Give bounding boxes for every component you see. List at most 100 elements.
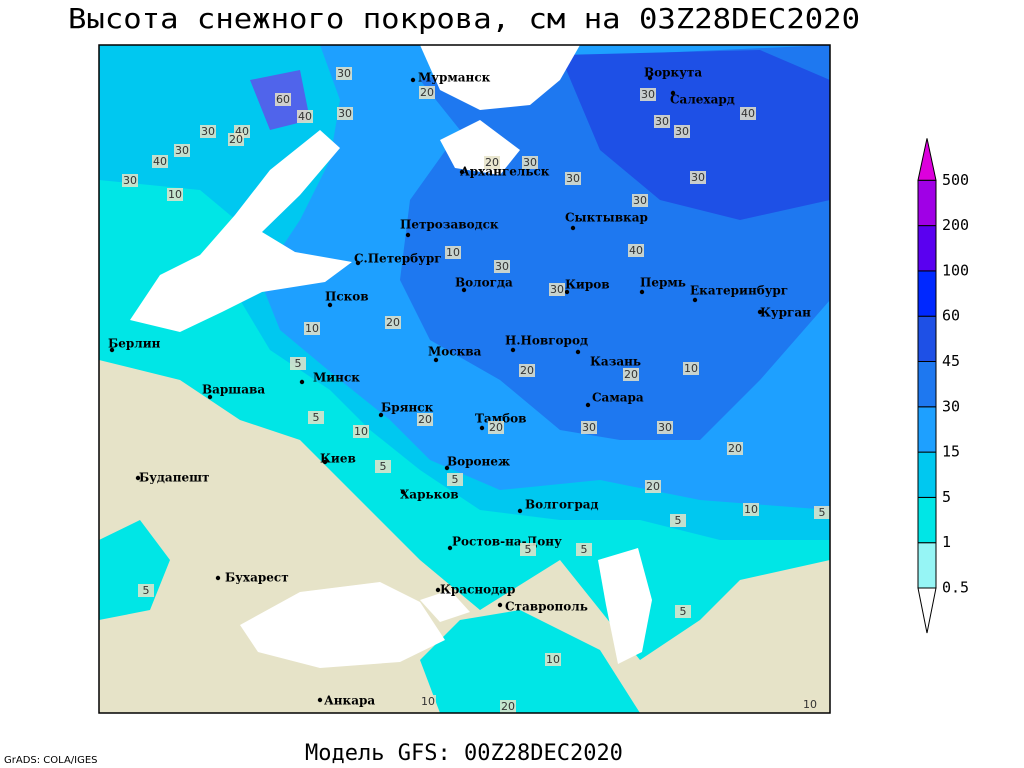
contour-label: 30 [550,283,564,296]
contour-label: 10 [446,246,460,259]
colorbar-band [917,406,937,453]
contour-label: 5 [675,514,682,527]
city-label: Пермь [640,276,686,290]
city-label: Киев [320,452,356,466]
contour-label-box [632,194,648,207]
colorbar-band [917,225,937,272]
contour-label-box [308,411,324,424]
city-dot [109,347,115,353]
contour-label-box [228,133,244,146]
city-dot [405,232,411,238]
city-dot [355,260,361,266]
contour-label: 10 [546,653,560,666]
contour-label: 20 [386,316,400,329]
colorbar-label: 100 [942,261,969,279]
city-dot [459,169,465,175]
black-sea [240,582,445,668]
colorbar-label: 200 [942,216,969,234]
contour-label-box [522,156,538,169]
contour-label: 5 [313,411,320,424]
city-dot [564,289,570,295]
city-label: Сыктывкар [565,211,648,225]
contour-label: 10 [354,425,368,438]
contour-label: 40 [741,107,755,120]
contour-label-box [640,88,656,101]
city-label: Воронеж [447,455,510,469]
contour-label: 30 [658,421,672,434]
contour-label-box [484,156,500,169]
contour-label: 30 [675,125,689,138]
contour-label-box [353,425,369,438]
city-dot [207,394,213,400]
city-dot [410,77,416,83]
colorbar-arrow [917,587,937,634]
contour-label: 20 [501,700,515,713]
contour-label-box [419,86,435,99]
city-label: Будапешт [139,471,209,485]
map-frame [98,44,831,714]
contour-label-box [740,107,756,120]
city-label: Ростов-на-Дону [452,535,562,549]
city-label: Екатеринбург [690,284,788,298]
contour-label: 30 [566,172,580,185]
city-label: Брянск [381,401,434,415]
city-dot [510,347,516,353]
colorbar-band [917,270,937,317]
contour-label-box [520,543,536,556]
contour-label: 5 [295,357,302,370]
colorbar-label: 30 [942,397,960,415]
contour-label: 30 [582,421,596,434]
colorbar-band [917,361,937,408]
contour-label-box [420,695,436,708]
city-label: Вологда [455,276,513,290]
barents-sea [420,45,580,110]
city-dot [400,489,406,495]
colorbar-label: 15 [942,443,960,461]
contour-label: 30 [633,194,647,207]
contour-label-box [645,480,661,493]
contour-label: 30 [201,125,215,138]
contour-label-box [275,93,291,106]
contour-label-box [200,125,216,138]
contour-label-box [304,322,320,335]
contour-label: 10 [684,362,698,375]
contour-label-box [519,364,535,377]
contour-label: 20 [420,86,434,99]
city-dot [447,545,453,551]
contour-label: 5 [143,584,150,597]
city-label: Бухарест [225,571,289,585]
contour-label: 30 [691,171,705,184]
credit: GrADS: COLA/IGES [4,755,98,766]
city-label: Псков [325,290,369,304]
city-label: Курган [760,306,811,320]
city-label: Краснодар [440,583,515,597]
contour-label-box [152,155,168,168]
model-label: Модель GFS: 00Z28DEC2020 [305,741,623,766]
map: Мурманск ВоркутаСалехардАрхангельскПетроз… [99,45,830,713]
contour-label-box [675,605,691,618]
contour-label: 20 [489,421,503,434]
city-label: Тамбов [475,412,526,426]
city-dot [517,508,523,514]
contour-label-box [576,543,592,556]
city-label: Анкара [324,694,375,708]
contour-label-box [690,171,706,184]
contour-label-box [683,362,699,375]
city-dot [435,587,441,593]
city-label: Берлин [108,337,161,351]
colorbar-band [917,496,937,544]
city-dot [692,297,698,303]
contour-label: 30 [523,156,537,169]
contour-label: 40 [629,244,643,257]
contour-label-box [623,368,639,381]
contour-label: 20 [646,480,660,493]
city-dot [757,309,763,315]
colorbar-band [917,451,937,498]
contour-label: 5 [525,543,532,556]
contour-label: 30 [495,260,509,273]
city-label: Харьков [400,488,459,502]
contour-label-box [674,125,690,138]
contour-label: 40 [298,110,312,123]
city-dot [215,575,221,581]
contour-label: 30 [641,88,655,101]
